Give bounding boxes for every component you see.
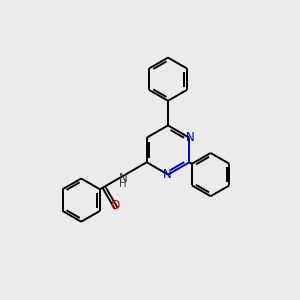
Text: N: N <box>163 168 172 182</box>
Text: N: N <box>119 172 128 185</box>
Text: O: O <box>110 199 120 212</box>
Text: H: H <box>119 179 127 189</box>
Text: N: N <box>186 131 195 144</box>
